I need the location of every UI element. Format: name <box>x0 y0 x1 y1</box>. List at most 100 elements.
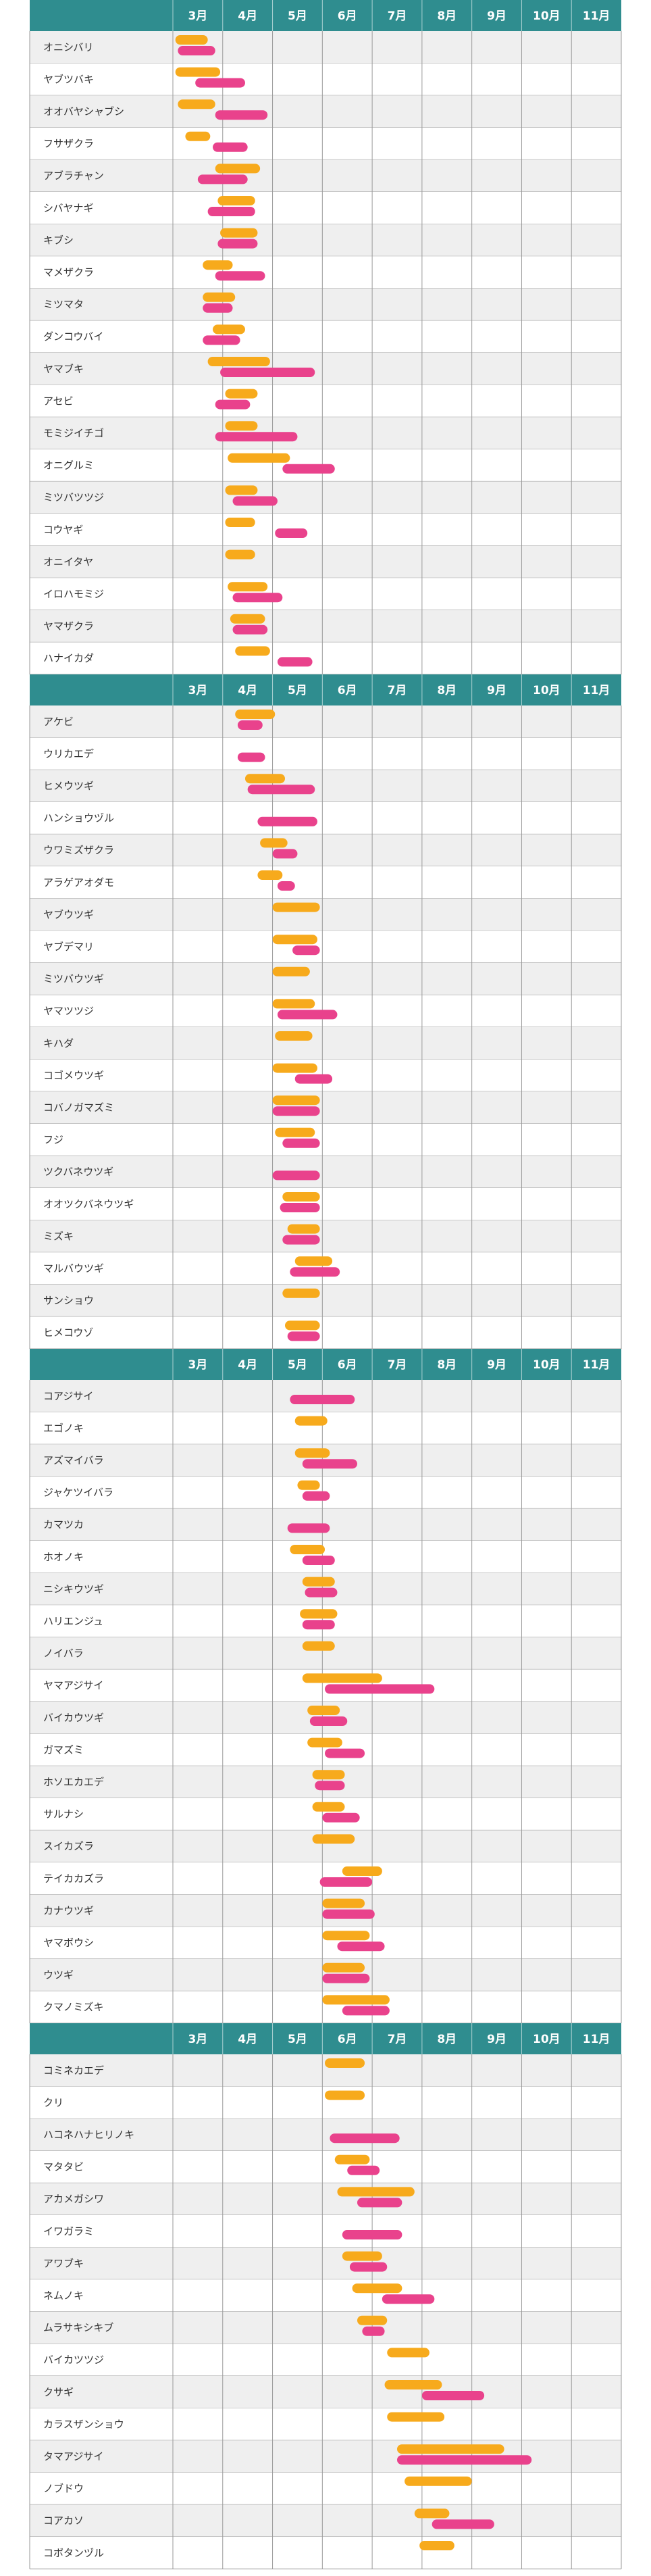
month-tick-label: 8月 <box>437 9 457 23</box>
orange-bar <box>272 1063 317 1073</box>
table-row <box>30 2537 621 2569</box>
pink-bar <box>257 816 317 826</box>
species-label: ムラサキシキブ <box>43 2322 113 2334</box>
table-row <box>30 2504 621 2537</box>
orange-bar <box>342 1866 382 1876</box>
species-label: ヤブウツギ <box>43 908 94 920</box>
pink-bar <box>207 207 255 216</box>
orange-bar <box>225 389 258 399</box>
table-row <box>30 224 621 257</box>
orange-bar <box>312 1834 355 1844</box>
orange-bar <box>405 2476 472 2486</box>
species-label: サルナシ <box>43 1808 84 1820</box>
species-label: オニイタヤ <box>43 555 93 568</box>
pink-bar <box>232 496 278 506</box>
table-row <box>30 514 621 546</box>
table-row <box>30 2472 621 2505</box>
orange-bar <box>297 1480 320 1490</box>
table-row <box>30 1027 621 1060</box>
orange-bar <box>272 966 310 976</box>
pink-bar <box>215 432 298 442</box>
orange-bar <box>300 1609 338 1619</box>
orange-bar <box>185 131 211 141</box>
species-label: スイカズラ <box>43 1840 94 1852</box>
orange-bar <box>287 1224 320 1234</box>
pink-bar <box>213 142 248 152</box>
pink-bar <box>362 2326 385 2336</box>
month-header-band <box>30 674 621 705</box>
pink-bar <box>315 1781 345 1791</box>
month-tick-label: 11月 <box>583 2033 610 2046</box>
orange-bar <box>387 2412 445 2422</box>
species-label: クリ <box>43 2096 63 2108</box>
species-label: ハナイカダ <box>43 652 94 664</box>
pink-bar <box>277 881 295 891</box>
table-row <box>30 159 621 192</box>
orange-bar <box>225 549 255 560</box>
species-label: コアジサイ <box>43 1390 93 1402</box>
species-label: ハコネハナヒリノキ <box>43 2129 134 2141</box>
month-tick-label: 6月 <box>338 1358 357 1372</box>
orange-bar <box>357 2315 388 2325</box>
month-tick-label: 4月 <box>238 684 257 697</box>
orange-bar <box>228 453 290 463</box>
species-label: ヤマアジサイ <box>43 1679 103 1691</box>
species-label: バイカウツギ <box>43 1712 104 1724</box>
month-tick-label: 11月 <box>583 684 610 697</box>
orange-bar <box>225 421 258 431</box>
species-label: オオバヤシャブシ <box>43 105 124 118</box>
orange-bar <box>337 2187 415 2197</box>
pink-bar <box>197 174 248 184</box>
pink-bar <box>280 1203 320 1212</box>
pink-bar <box>330 2133 400 2144</box>
pink-bar <box>287 1331 320 1341</box>
table-row <box>30 2119 621 2151</box>
species-label: ハンショウヅル <box>43 812 114 824</box>
month-tick-label: 3月 <box>188 684 207 697</box>
table-row <box>30 2215 621 2248</box>
species-label: キブシ <box>43 234 74 246</box>
species-label: タマアジサイ <box>43 2450 103 2462</box>
species-label: コウヤギ <box>43 524 83 536</box>
pink-bar <box>232 593 283 603</box>
species-label: アズマイバラ <box>43 1454 104 1466</box>
orange-bar <box>325 2090 365 2100</box>
table-row <box>30 95 621 128</box>
species-label: ハリエンジュ <box>43 1615 103 1627</box>
species-label: ヒメウツギ <box>43 780 94 792</box>
pink-bar <box>282 464 335 474</box>
orange-bar <box>322 1898 365 1908</box>
species-label: ウリカエデ <box>43 747 94 760</box>
orange-bar <box>352 2283 402 2294</box>
species-label: コバノガマズミ <box>43 1101 114 1114</box>
species-label: ウワミズザクラ <box>43 844 114 856</box>
species-label: ウツギ <box>43 1969 74 1981</box>
month-tick-label: 7月 <box>388 2033 407 2046</box>
species-label: カラスザンショウ <box>43 2418 124 2430</box>
table-row <box>30 866 621 899</box>
pink-bar <box>302 1459 357 1469</box>
month-tick-label: 5月 <box>288 9 307 23</box>
table-row <box>30 353 621 385</box>
table-row <box>30 1156 621 1188</box>
table-row <box>30 1091 621 1124</box>
table-row <box>30 288 621 321</box>
pink-bar <box>397 2455 532 2465</box>
species-label: ダンコウバイ <box>43 330 103 343</box>
month-tick-label: 10月 <box>533 9 561 23</box>
pink-bar <box>215 110 268 120</box>
pink-bar <box>322 1909 375 1919</box>
orange-bar <box>334 2154 370 2164</box>
species-label: コアカソ <box>43 2515 84 2527</box>
pink-bar <box>349 2262 388 2272</box>
pink-bar <box>220 368 315 377</box>
table-row <box>30 481 621 514</box>
pink-bar <box>305 1587 338 1597</box>
orange-bar <box>414 2508 450 2519</box>
pink-bar <box>178 46 215 55</box>
table-row <box>30 2311 621 2344</box>
pink-bar <box>195 78 245 88</box>
pink-bar <box>309 1716 348 1726</box>
orange-bar <box>302 1577 335 1587</box>
